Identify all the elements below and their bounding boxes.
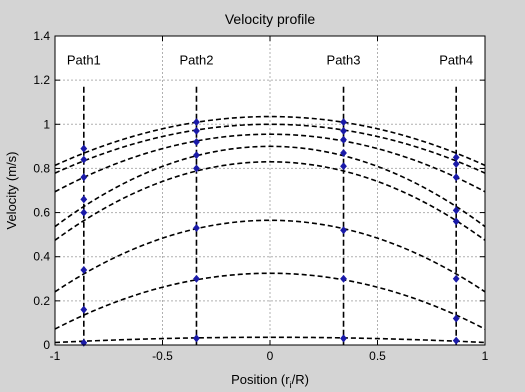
data-point xyxy=(80,265,88,274)
data-point xyxy=(340,126,347,135)
data-point xyxy=(340,274,347,283)
data-point xyxy=(193,274,200,283)
velocity-curve xyxy=(54,133,486,193)
path-labels: Path1 Path2 Path3 Path4 xyxy=(67,53,473,68)
chart-title: Velocity profile xyxy=(225,11,315,27)
y-tick-label: 0.8 xyxy=(33,161,50,175)
data-point xyxy=(340,149,347,157)
y-tick-label: 0 xyxy=(43,338,50,352)
data-point xyxy=(452,314,460,323)
data-point xyxy=(80,305,88,314)
data-point xyxy=(80,338,88,347)
velocity-curve xyxy=(54,161,486,241)
data-point xyxy=(193,224,200,232)
axes-background xyxy=(55,36,485,345)
data-point xyxy=(452,336,460,345)
velocity-curve xyxy=(54,145,486,228)
path-label: Path2 xyxy=(179,53,213,68)
data-point xyxy=(80,144,88,153)
data-point xyxy=(340,135,347,144)
data-point xyxy=(80,208,88,217)
data-point xyxy=(340,226,347,235)
data-point xyxy=(193,164,200,173)
x-tick-label: 0 xyxy=(267,349,274,363)
y-tick-label: 1.2 xyxy=(33,73,50,87)
data-point xyxy=(193,126,200,135)
data-point xyxy=(340,162,347,171)
x-tick-label: -1 xyxy=(50,349,61,363)
data-point xyxy=(340,118,347,127)
measurement-markers xyxy=(80,118,460,347)
data-point xyxy=(80,155,88,164)
data-point xyxy=(452,274,460,283)
x-axis-label-main: Position (r xyxy=(231,372,290,387)
y-tick-label: 0.2 xyxy=(33,294,50,308)
velocity-curve xyxy=(54,272,486,330)
data-point xyxy=(193,151,200,160)
y-tick-label: 0.6 xyxy=(33,206,50,220)
y-tick-label: 0.4 xyxy=(33,250,50,264)
velocity-curve xyxy=(54,219,486,293)
x-axis-label: Position (ri/R) xyxy=(231,372,309,390)
velocity-curve xyxy=(54,115,486,167)
data-point xyxy=(452,160,460,168)
x-axis-label-tail: /R) xyxy=(292,372,309,387)
data-point xyxy=(80,173,88,182)
path-label: Path4 xyxy=(439,53,473,68)
grid-lines xyxy=(55,36,485,345)
y-tick-label: 1.4 xyxy=(33,29,50,43)
path-label: Path3 xyxy=(327,53,361,68)
data-point xyxy=(80,195,88,204)
data-point xyxy=(452,206,460,215)
axis-ticks: -1 -0.5 0 0.5 1 0 0.2 0.4 0.6 0.8 1 1.2 1.4 xyxy=(33,29,488,363)
data-point xyxy=(193,137,200,146)
path-label: Path1 xyxy=(67,53,101,68)
data-point xyxy=(452,217,460,226)
y-tick-label: 1 xyxy=(43,117,50,131)
y-axis-label: Velocity (m/s) xyxy=(4,151,19,229)
x-axis-label-subscript: i xyxy=(290,380,292,390)
x-tick-label: 1 xyxy=(482,349,489,363)
x-tick-label: 0.5 xyxy=(369,349,386,363)
velocity-curve xyxy=(54,123,486,174)
data-point xyxy=(193,118,200,127)
data-point xyxy=(340,334,347,343)
x-tick-label: -0.5 xyxy=(152,349,173,363)
velocity-curves xyxy=(54,115,486,344)
data-point xyxy=(452,173,460,182)
data-point xyxy=(193,334,200,343)
